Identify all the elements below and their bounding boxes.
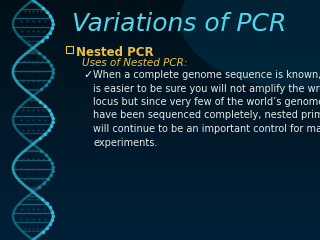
Bar xyxy=(0,127,320,132)
Bar xyxy=(0,107,320,112)
Bar xyxy=(0,23,320,28)
Bar xyxy=(0,227,320,232)
Bar xyxy=(0,63,320,68)
Bar xyxy=(0,219,320,224)
Bar xyxy=(0,43,320,48)
Text: have been sequenced completely, nested primers: have been sequenced completely, nested p… xyxy=(93,110,320,120)
Bar xyxy=(0,87,320,92)
Bar xyxy=(0,31,320,36)
Bar xyxy=(0,103,320,108)
Bar xyxy=(0,195,320,200)
Bar xyxy=(0,39,320,44)
Text: When a complete genome sequence is known, it: When a complete genome sequence is known… xyxy=(93,70,320,80)
Bar xyxy=(0,235,320,240)
Bar xyxy=(0,147,320,152)
Bar xyxy=(0,59,320,64)
Bar xyxy=(0,155,320,160)
Bar xyxy=(0,0,320,4)
Bar xyxy=(0,131,320,136)
Bar xyxy=(0,231,320,236)
Text: Nested PCR: Nested PCR xyxy=(76,46,154,59)
Bar xyxy=(0,143,320,148)
Bar xyxy=(0,55,320,60)
Bar xyxy=(0,35,320,40)
Bar xyxy=(0,167,320,172)
Bar xyxy=(0,135,320,140)
Bar xyxy=(0,223,320,228)
Text: ✓: ✓ xyxy=(83,70,92,80)
Bar xyxy=(0,27,320,32)
Bar xyxy=(0,15,320,20)
Text: locus but since very few of the world’s genomes: locus but since very few of the world’s … xyxy=(93,97,320,107)
Ellipse shape xyxy=(180,0,320,90)
Bar xyxy=(0,159,320,164)
Bar xyxy=(0,163,320,168)
Bar xyxy=(0,123,320,128)
Bar xyxy=(0,139,320,144)
Bar xyxy=(0,75,320,80)
Bar xyxy=(0,203,320,208)
Bar xyxy=(0,215,320,220)
Bar xyxy=(0,151,320,156)
Bar xyxy=(0,79,320,84)
Bar xyxy=(0,211,320,216)
Bar xyxy=(0,183,320,188)
Bar xyxy=(0,51,320,56)
Text: experiments.: experiments. xyxy=(93,138,157,148)
Bar xyxy=(0,171,320,176)
Bar xyxy=(0,95,320,100)
Bar xyxy=(0,199,320,204)
Bar xyxy=(0,3,320,8)
Text: is easier to be sure you will not amplify the wrong: is easier to be sure you will not amplif… xyxy=(93,84,320,94)
Bar xyxy=(0,187,320,192)
Bar xyxy=(0,91,320,96)
Bar xyxy=(0,7,320,12)
Bar xyxy=(0,119,320,124)
Bar xyxy=(0,115,320,120)
Bar xyxy=(0,99,320,104)
Bar xyxy=(0,207,320,212)
Bar xyxy=(0,19,320,24)
Bar xyxy=(0,71,320,76)
Bar xyxy=(0,111,320,116)
Bar xyxy=(0,175,320,180)
Bar xyxy=(0,47,320,52)
Bar xyxy=(0,179,320,184)
Text: Variations of PCR: Variations of PCR xyxy=(72,12,286,36)
Bar xyxy=(0,67,320,72)
Text: Uses of Nested PCR:: Uses of Nested PCR: xyxy=(82,58,188,68)
Bar xyxy=(0,11,320,16)
Text: will continue to be an important control for many: will continue to be an important control… xyxy=(93,124,320,134)
Bar xyxy=(0,83,320,88)
Bar xyxy=(0,191,320,196)
